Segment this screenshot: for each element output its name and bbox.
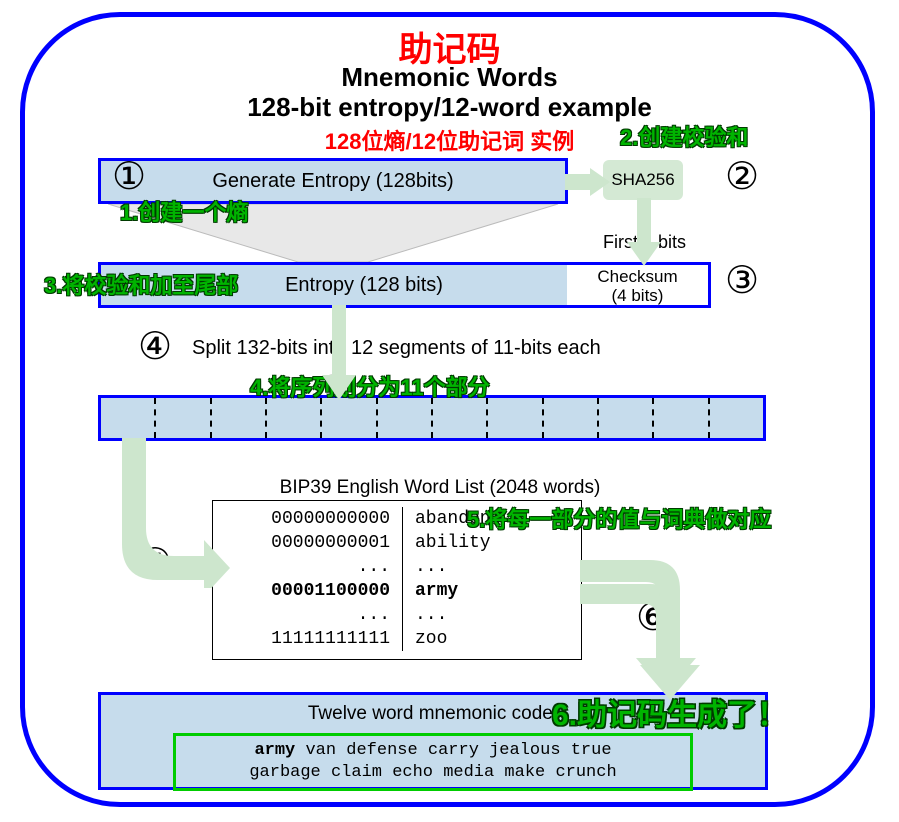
anno-1: 1.创建一个熵 <box>120 195 248 227</box>
mnemonic-word: echo <box>392 763 433 782</box>
label-generate-entropy: Generate Entropy (128bits) <box>212 170 453 192</box>
mnemonic-word: garbage <box>249 763 320 782</box>
segment <box>322 398 377 438</box>
mnemonic-word: van <box>305 741 336 760</box>
step-number-2: ② <box>725 154 759 199</box>
label-split-132: Split 132-bits into 12 segments of 11-bi… <box>192 337 601 360</box>
anno-5: 5.将每一部分的值与词典做对应 <box>467 502 771 534</box>
mnemonic-word: army <box>254 741 295 760</box>
bip39-code: 00000000000 <box>213 507 403 531</box>
segment <box>212 398 267 438</box>
mnemonic-word: make <box>504 763 545 782</box>
segment <box>599 398 654 438</box>
step-number-3: ③ <box>725 258 759 303</box>
segment <box>654 398 709 438</box>
bip39-word: army <box>403 579 458 603</box>
bip39-code: 11111111111 <box>213 627 403 651</box>
bip39-row: ...... <box>213 603 581 627</box>
bip39-code: 00001100000 <box>213 579 403 603</box>
bip39-word: zoo <box>403 627 447 651</box>
mnemonic-word: true <box>571 741 612 760</box>
segment <box>156 398 211 438</box>
box-mnemonic-words: army van defense carry jealous true garba… <box>173 733 693 791</box>
bip39-code: 00000000001 <box>213 531 403 555</box>
box-sha256: SHA256 <box>603 160 683 200</box>
step-number-4: ④ <box>138 324 172 369</box>
bip39-word: ... <box>403 603 447 627</box>
mnemonic-word: crunch <box>555 763 616 782</box>
bip39-row: 11111111111zoo <box>213 627 581 651</box>
step-number-5: ⑤ <box>138 540 172 585</box>
segment <box>710 398 763 438</box>
bip39-row: ...... <box>213 555 581 579</box>
segment <box>544 398 599 438</box>
anno-3: 3.将校验和加至尾部 <box>44 268 238 300</box>
anno-4: 4.将序列划分为11个部分 <box>250 370 490 402</box>
mnemonic-word: defense <box>346 741 417 760</box>
bip39-row: 00001100000army <box>213 579 581 603</box>
label-checksum-2: (4 bits) <box>612 286 664 305</box>
label-first-4-bits: First 4 bits <box>603 232 686 253</box>
mnemonic-word: carry <box>428 741 479 760</box>
label-checksum-1: Checksum <box>597 267 677 286</box>
bip39-word: ability <box>403 531 491 555</box>
mnemonic-word: claim <box>331 763 382 782</box>
segment <box>267 398 322 438</box>
segment <box>433 398 488 438</box>
title-en-1: Mnemonic Words <box>0 62 899 93</box>
segment <box>101 398 156 438</box>
mnemonic-word: media <box>443 763 494 782</box>
mnemonic-word: jealous <box>489 741 560 760</box>
subtitle-cn: 128位熵/12位助记词 实例 <box>0 124 899 156</box>
bip39-row: 00000000001ability <box>213 531 581 555</box>
bip39-code: ... <box>213 555 403 579</box>
label-bip39-title: BIP39 English Word List (2048 words) <box>240 477 640 499</box>
segment <box>378 398 433 438</box>
segment <box>488 398 543 438</box>
step-number-6: ⑥ <box>636 595 670 640</box>
bip39-code: ... <box>213 603 403 627</box>
step-number-1: ① <box>112 154 146 199</box>
bip39-word: ... <box>403 555 447 579</box>
anno-2: 2.创建校验和 <box>620 120 748 152</box>
label-entropy-128: Entropy (128 bits) <box>285 274 443 296</box>
anno-6: 6.助记码生成了！ <box>552 690 787 734</box>
title-en-2: 128-bit entropy/12-word example <box>0 92 899 123</box>
box-checksum: Checksum (4 bits) <box>567 262 711 308</box>
